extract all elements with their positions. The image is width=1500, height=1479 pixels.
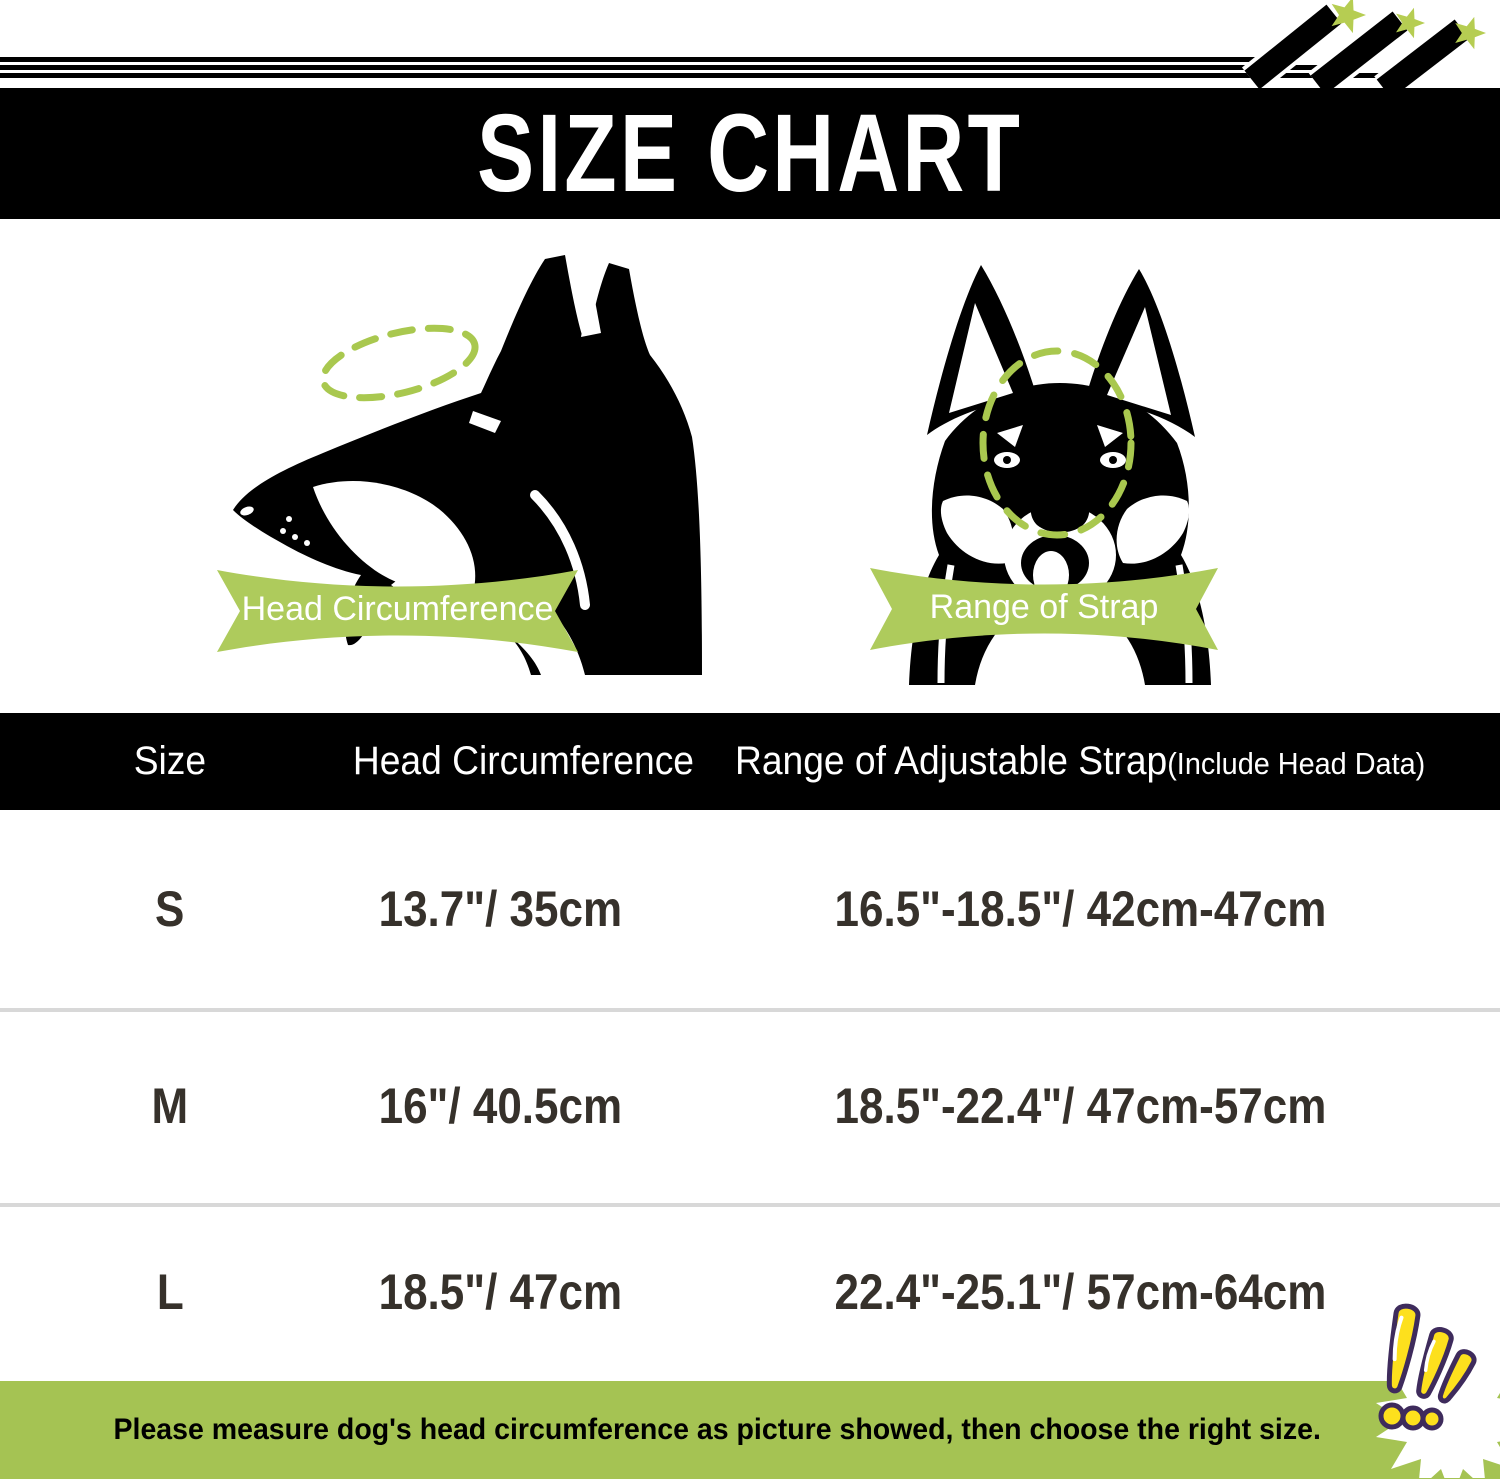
exclamation-icon <box>1376 1303 1500 1478</box>
cell-head: 18.5"/ 47cm <box>378 1264 622 1320</box>
ribbon-right-label: Range of Strap <box>929 587 1159 626</box>
cell-head: 13.7"/ 35cm <box>378 881 622 937</box>
cell-strap: 16.5"-18.5"/ 42cm-47cm <box>834 881 1326 937</box>
table-header-row: Size Head Circumference Range of Adjusta… <box>0 713 1500 810</box>
strap-range-dash <box>979 347 1135 539</box>
cell-size: M <box>151 1077 189 1134</box>
footer-note: Please measure dog's head circumference … <box>113 1413 1321 1446</box>
cell-strap: 22.4"-25.1"/ 57cm-64cm <box>834 1264 1326 1320</box>
ribbon-shape <box>217 570 578 652</box>
cell-strap: 18.5"-22.4"/ 47cm-57cm <box>834 1077 1326 1134</box>
page-title: SIZE CHART <box>477 92 1023 215</box>
table-row: L 18.5"/ 47cm 22.4"-25.1"/ 57cm-64cm <box>0 1203 1500 1381</box>
column-header-size: Size <box>133 739 207 783</box>
table-row: M 16"/ 40.5cm 18.5"-22.4"/ 47cm-57cm <box>0 1008 1500 1203</box>
title-banner: SIZE CHART <box>0 88 1500 219</box>
column-header-head-circumference: Head Circumference <box>352 739 694 783</box>
row-divider <box>0 1008 1500 1012</box>
cell-size: S <box>155 881 185 937</box>
head-circumference-dash <box>319 324 479 402</box>
ribbon-range-of-strap: Range of Strap <box>868 564 1220 654</box>
ribbon-shape <box>870 568 1218 650</box>
footer-note-band: Please measure dog's head circumference … <box>0 1381 1500 1479</box>
ribbon-left-label: Head Circumference <box>241 589 554 628</box>
cell-size: L <box>156 1264 184 1320</box>
table-row: S 13.7"/ 35cm 16.5"-18.5"/ 42cm-47cm <box>0 810 1500 1008</box>
row-divider <box>0 1203 1500 1207</box>
cell-head: 16"/ 40.5cm <box>378 1077 622 1134</box>
ribbon-head-circumference: Head Circumference <box>215 566 580 656</box>
stars-stripes-decoration <box>0 0 1486 92</box>
star-icon <box>1331 0 1486 50</box>
column-header-strap: Range of Adjustable Strap(Include Head D… <box>734 739 1426 783</box>
